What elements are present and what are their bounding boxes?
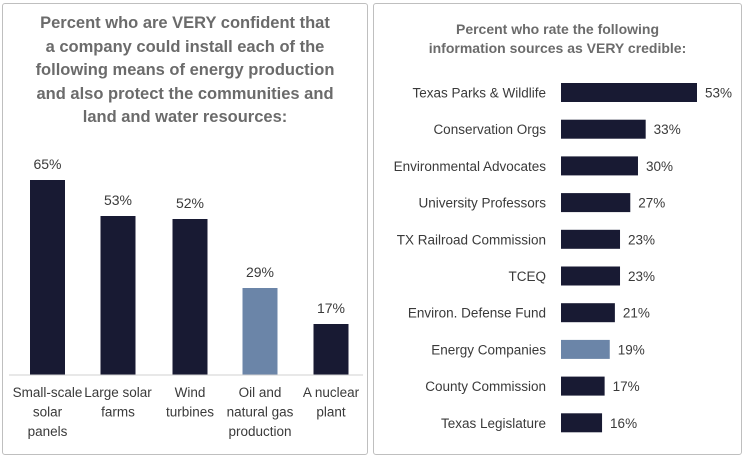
x-tick-label: solar <box>33 405 63 420</box>
bar <box>561 267 620 286</box>
data-label: 17% <box>613 379 640 394</box>
y-tick-label: University Professors <box>418 196 546 211</box>
x-tick-label: farms <box>101 405 135 420</box>
bar <box>561 193 630 212</box>
bar <box>314 324 349 375</box>
bar <box>561 230 620 249</box>
data-label: 17% <box>317 300 345 316</box>
right-chart-panel: Percent who rate the following informati… <box>373 3 742 455</box>
y-tick-label: Texas Legislature <box>441 416 546 431</box>
data-label: 52% <box>176 195 204 211</box>
x-tick-label: natural gas <box>227 405 294 420</box>
bar <box>561 340 610 359</box>
data-label: 21% <box>623 306 650 321</box>
data-label: 29% <box>246 264 274 280</box>
y-tick-label: Conservation Orgs <box>433 122 546 137</box>
y-tick-label: Energy Companies <box>431 342 546 357</box>
y-tick-label: Environmental Advocates <box>394 159 547 174</box>
bar <box>561 83 697 102</box>
x-tick-label: production <box>228 424 291 439</box>
y-tick-label: Texas Parks & Wildlife <box>412 86 546 101</box>
data-label: 23% <box>628 269 655 284</box>
bar <box>561 413 602 432</box>
right-bar-chart: Texas Parks & Wildlife 53% Conservation Or… <box>374 4 742 455</box>
x-tick-label: Small-scale <box>13 385 83 400</box>
y-tick-label: TCEQ <box>508 269 546 284</box>
y-tick-label: TX Railroad Commission <box>397 232 546 247</box>
bar <box>30 180 65 375</box>
x-tick-label: Large solar <box>84 385 152 400</box>
x-tick-label: plant <box>316 405 346 420</box>
data-label: 65% <box>33 156 61 172</box>
bar <box>243 288 278 375</box>
bar <box>561 120 646 139</box>
x-tick-label: A nuclear <box>303 385 360 400</box>
data-label: 30% <box>646 159 673 174</box>
x-tick-label: Wind <box>175 385 206 400</box>
data-label: 19% <box>618 342 645 357</box>
bar <box>561 377 605 396</box>
data-label: 53% <box>705 86 732 101</box>
bar <box>173 219 208 375</box>
data-label: 53% <box>104 192 132 208</box>
left-bar-chart: 65% Small-scale solar panels 53% Large solar f… <box>3 4 368 455</box>
y-tick-label: Environ. Defense Fund <box>408 306 546 321</box>
bar <box>561 156 638 175</box>
data-label: 23% <box>628 232 655 247</box>
data-label: 16% <box>610 416 637 431</box>
data-label: 27% <box>638 196 665 211</box>
data-label: 33% <box>654 122 681 137</box>
bar <box>101 216 136 375</box>
left-chart-panel: Percent who are VERY confident that a co… <box>2 3 368 455</box>
x-tick-label: Oil and <box>239 385 282 400</box>
x-tick-label: turbines <box>166 405 214 420</box>
x-tick-label: panels <box>28 424 68 439</box>
bar <box>561 303 615 322</box>
y-tick-label: County Commission <box>425 379 546 394</box>
